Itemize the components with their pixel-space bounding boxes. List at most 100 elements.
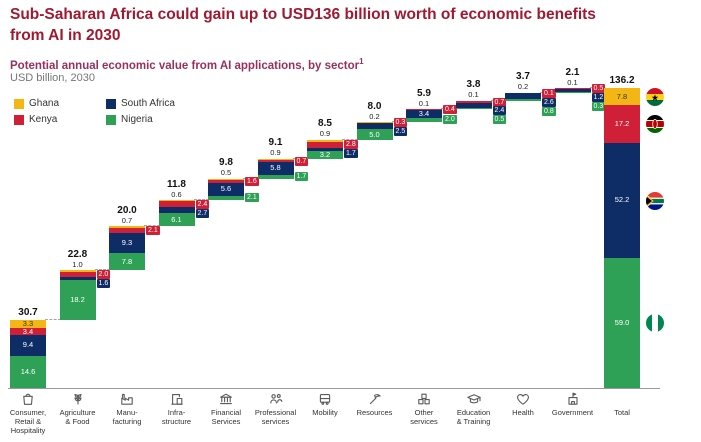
axis-category-agriculture-food: Agriculture & Food [50, 391, 106, 426]
chart-subtitle: Potential annual economic value from AI … [10, 57, 364, 72]
bar-segment-nigeria [158, 212, 195, 227]
bar-segment-kenya [554, 88, 591, 90]
waterfall-chart: 3.3 3.4 9.4 14.6 30.7 1.0 2.0 1.6 18.2 22.8 0.7 2.1… [8, 67, 688, 389]
bar-mobility: 0.9 2.8 1.7 3.2 8.5 [307, 118, 358, 159]
legend-item-south-africa: South Africa [106, 98, 175, 109]
segment-value-label: 5.8 [270, 163, 281, 173]
axis-category-label: Total [614, 408, 630, 417]
bar-segment-nigeria [10, 355, 46, 388]
bar-total-label: 5.9 [417, 87, 431, 99]
boxes-icon [396, 391, 452, 408]
footnote-marker: 1 [359, 57, 364, 66]
bar-segment-south-africa [505, 93, 541, 100]
segment-value-label: 17.2 [614, 119, 630, 129]
bar-segment-kenya [604, 105, 640, 144]
segment-value-label: 3.4 [418, 109, 430, 119]
bar-segment-ghana [109, 226, 145, 228]
bar-segment-kenya [109, 227, 145, 233]
segment-value-label: 2.0 [443, 115, 457, 125]
axis-category-label: & Training [456, 417, 491, 426]
legend-swatch-ghana [14, 98, 24, 109]
legend-label: Kenya [29, 114, 58, 125]
segment-value-label: 0.1 [542, 88, 556, 98]
segment-value-label: 1.6 [96, 279, 111, 289]
bar-government: 0.1 0.5 1.2 0.3 2.1 [554, 67, 606, 112]
chart-subtitle-text: Potential annual economic value from AI … [10, 59, 360, 72]
bar-total-label: 8.5 [318, 118, 332, 130]
segment-value-label: 14.6 [20, 366, 36, 376]
bar-segment-kenya [455, 101, 492, 103]
bar-segment-south-africa [554, 89, 591, 92]
kenya-flag-icon [646, 115, 664, 134]
wheat-icon [50, 391, 106, 408]
segment-value-label: 7.8 [616, 92, 628, 102]
segment-value-label: 52.2 [614, 195, 630, 205]
bar-infrastructure: 0.6 2.4 2.7 6.1 11.8 [158, 179, 210, 227]
bar-segment-kenya [59, 272, 96, 277]
segment-value-label: 2.0 [96, 270, 111, 280]
segment-value-label: 2.6 [542, 97, 556, 107]
bar-segment-south-africa [257, 162, 294, 175]
axis-category-label: Hospitality [10, 426, 46, 435]
bar-financial-services: 0.5 1.6 5.6 2.1 9.8 [208, 157, 259, 203]
legend-swatch-south-africa [106, 98, 116, 109]
segment-value-label: 0.9 [319, 129, 331, 139]
legend-swatch-kenya [14, 114, 24, 125]
segment-value-label: 6.1 [171, 214, 182, 224]
bar-segment-ghana [59, 270, 96, 273]
segment-value-label: 0.7 [294, 156, 309, 166]
segment-value-label: 7.8 [121, 257, 133, 266]
axis-category-label: facturing [112, 417, 142, 426]
bar-segment-south-africa [208, 183, 244, 196]
bar-total-label: 9.1 [268, 137, 283, 148]
segment-value-label: 59.0 [614, 318, 630, 328]
segment-value-label: 0.5 [492, 115, 507, 125]
bar-total: 7.8 17.2 52.2 59.0 136.2 [604, 75, 640, 388]
people-icon [248, 391, 304, 408]
bar-total-label: 20.0 [117, 204, 137, 216]
segment-value-label: 0.2 [369, 111, 380, 121]
bar-segment-nigeria [356, 128, 393, 140]
government-icon [545, 391, 601, 408]
legend-item-kenya: Kenya [14, 114, 98, 125]
bar-segment-kenya [307, 141, 343, 148]
bar-segment-ghana [158, 200, 195, 202]
bar-other-services: 0.1 0.4 3.4 2.0 5.9 [406, 88, 457, 125]
bar-segment-nigeria [505, 99, 541, 101]
bar-resources: 0.2 0.3 2.5 5.0 8.0 [356, 101, 408, 140]
segment-value-label: 0.5 [591, 84, 606, 94]
segment-value-label: 5.6 [220, 184, 232, 194]
bar-segment-ghana [208, 178, 244, 180]
segment-value-label: 0.3 [393, 118, 408, 128]
segment-value-label: 3.4 [22, 326, 34, 336]
axis-category-resources: Resources [347, 391, 403, 417]
axis-category-label: Health [512, 408, 534, 417]
bar-segment-south-africa [109, 232, 145, 253]
connector-line [342, 138, 358, 140]
bar-segment-south-africa [158, 206, 195, 213]
bar-total-label: 3.8 [466, 79, 481, 91]
crane-icon [149, 391, 205, 408]
bar-segment-kenya [10, 327, 46, 336]
axis-category-label: Retail & [14, 417, 42, 426]
legend-label: Ghana [29, 98, 60, 109]
segment-value-label: 0.1 [468, 90, 479, 100]
bar-professional-services: 0.9 0.7 5.8 1.7 9.1 [257, 137, 309, 182]
bar-segment-ghana [10, 320, 46, 328]
segment-value-label: 0.1 [567, 77, 578, 87]
axis-category-infrastructure: Infra-structure [149, 391, 205, 426]
segment-value-label: 2.4 [195, 199, 210, 209]
segment-value-label: 2.1 [146, 225, 160, 235]
bar-total-label: 30.7 [18, 307, 38, 319]
bar-segment-nigeria [406, 117, 442, 123]
factory-icon [99, 391, 155, 408]
legend-item-nigeria: Nigeria [106, 114, 175, 125]
axis-category-total: Total [594, 391, 650, 417]
bar-segment-ghana [307, 139, 343, 142]
page-title: Sub-Saharan Africa could gain up to USD1… [10, 6, 596, 44]
axis-category-label: Education [456, 408, 491, 417]
pickaxe-icon [347, 391, 403, 408]
bar-total-label: 22.8 [67, 248, 88, 260]
segment-value-label: 3.3 [22, 319, 34, 329]
